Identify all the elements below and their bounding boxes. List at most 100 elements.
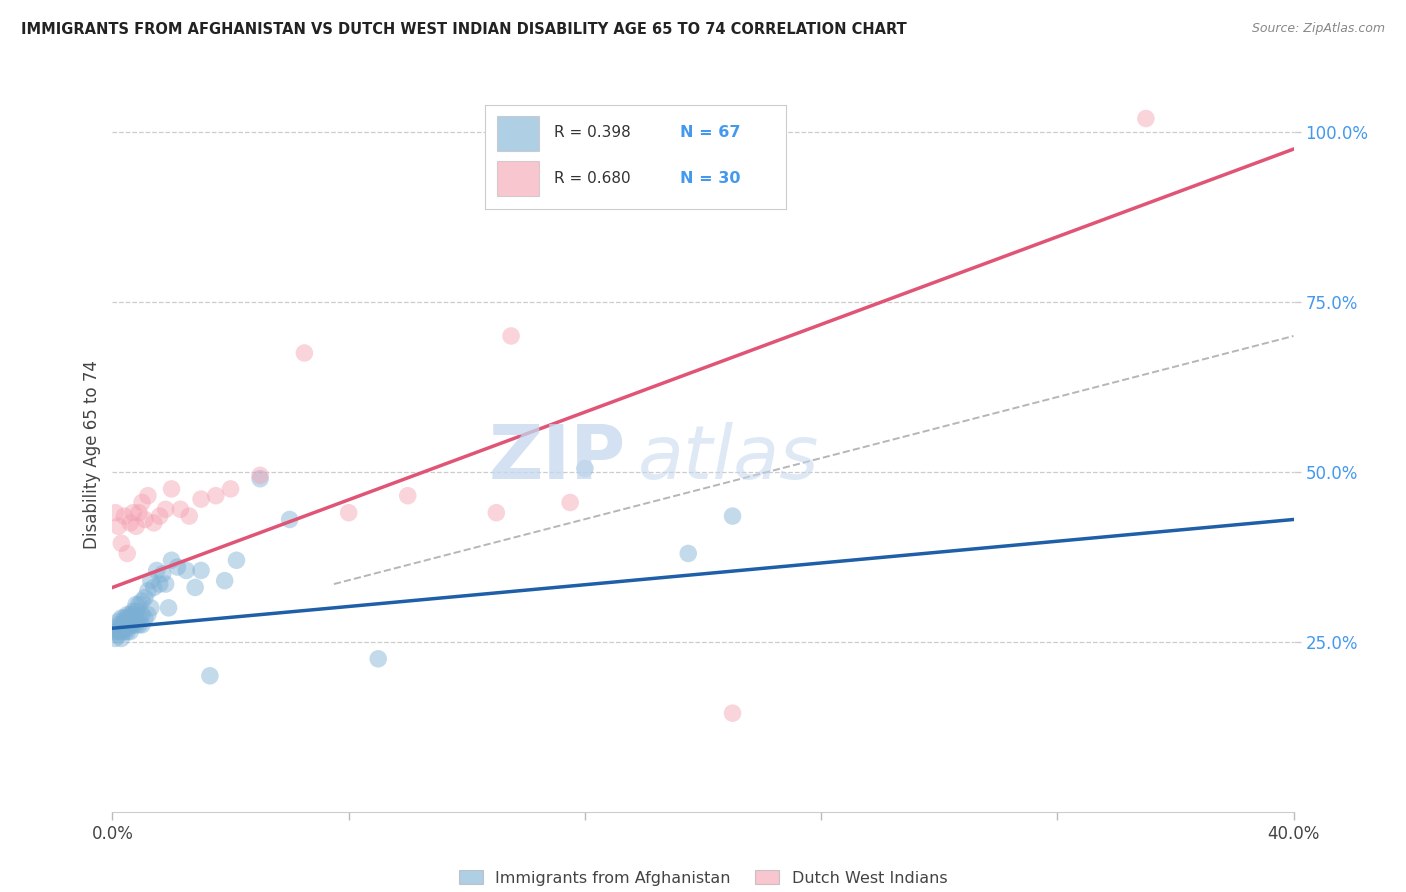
Point xyxy=(721,706,744,721)
Point xyxy=(278,512,301,526)
Point xyxy=(205,489,228,503)
Point xyxy=(174,564,197,578)
Point xyxy=(117,624,138,639)
Point xyxy=(198,669,221,683)
Point xyxy=(128,598,150,612)
Point xyxy=(110,621,132,635)
Point xyxy=(214,574,236,588)
Point xyxy=(131,594,153,608)
Point xyxy=(112,611,135,625)
Point xyxy=(166,560,188,574)
Point xyxy=(249,472,271,486)
Point xyxy=(107,615,129,629)
Point xyxy=(160,482,183,496)
Point xyxy=(125,617,148,632)
Point xyxy=(367,652,389,666)
Point xyxy=(136,583,159,598)
Point xyxy=(155,577,177,591)
Point xyxy=(110,611,132,625)
Point xyxy=(134,611,156,625)
Point xyxy=(122,617,145,632)
Point xyxy=(120,607,142,622)
Point xyxy=(107,624,129,639)
Point xyxy=(120,516,142,530)
Point xyxy=(117,607,138,622)
Point xyxy=(128,611,150,625)
Point xyxy=(104,624,127,639)
Point xyxy=(120,611,142,625)
Y-axis label: Disability Age 65 to 74: Disability Age 65 to 74 xyxy=(83,360,101,549)
Point xyxy=(136,607,159,622)
Point xyxy=(110,617,132,632)
Point xyxy=(134,512,156,526)
Point xyxy=(139,574,162,588)
Point xyxy=(122,506,145,520)
Point xyxy=(721,509,744,524)
Text: IMMIGRANTS FROM AFGHANISTAN VS DUTCH WEST INDIAN DISABILITY AGE 65 TO 74 CORRELA: IMMIGRANTS FROM AFGHANISTAN VS DUTCH WES… xyxy=(21,22,907,37)
Point xyxy=(485,506,508,520)
Point xyxy=(152,566,174,581)
Legend: Immigrants from Afghanistan, Dutch West Indians: Immigrants from Afghanistan, Dutch West … xyxy=(458,871,948,886)
Point xyxy=(131,617,153,632)
Point xyxy=(120,617,142,632)
Text: ZIP: ZIP xyxy=(489,422,626,495)
Point xyxy=(122,604,145,618)
Point xyxy=(110,624,132,639)
Point xyxy=(112,621,135,635)
Point xyxy=(110,632,132,646)
Point xyxy=(160,553,183,567)
Point xyxy=(117,615,138,629)
Point xyxy=(125,598,148,612)
Point xyxy=(190,492,212,507)
Point xyxy=(249,468,271,483)
Point xyxy=(292,346,315,360)
Point xyxy=(117,546,138,560)
Point xyxy=(128,506,150,520)
Point xyxy=(122,607,145,622)
Point xyxy=(396,489,419,503)
Point xyxy=(128,617,150,632)
Point xyxy=(131,495,153,509)
Point xyxy=(112,509,135,524)
Point xyxy=(184,581,207,595)
Text: Source: ZipAtlas.com: Source: ZipAtlas.com xyxy=(1251,22,1385,36)
Point xyxy=(558,495,582,509)
Point xyxy=(501,329,523,343)
Point xyxy=(134,591,156,605)
Point xyxy=(179,509,201,524)
Point xyxy=(169,502,191,516)
Point xyxy=(337,506,360,520)
Point xyxy=(136,489,159,503)
Point xyxy=(112,624,135,639)
Point xyxy=(120,624,142,639)
Point xyxy=(112,615,135,629)
Point xyxy=(155,502,177,516)
Point xyxy=(125,604,148,618)
Point xyxy=(110,536,132,550)
Point xyxy=(146,564,169,578)
Point xyxy=(157,600,180,615)
Text: atlas: atlas xyxy=(638,423,820,494)
Point xyxy=(117,611,138,625)
Point xyxy=(219,482,242,496)
Point xyxy=(574,461,596,475)
Point xyxy=(190,564,212,578)
Point xyxy=(107,519,129,533)
Point xyxy=(142,581,165,595)
Point xyxy=(678,546,700,560)
Point xyxy=(104,632,127,646)
Point xyxy=(107,628,129,642)
Point xyxy=(1135,112,1157,126)
Point xyxy=(107,617,129,632)
Point xyxy=(112,617,135,632)
Point xyxy=(104,621,127,635)
Point xyxy=(149,577,172,591)
Point xyxy=(125,611,148,625)
Point xyxy=(122,615,145,629)
Point xyxy=(139,600,162,615)
Point xyxy=(142,516,165,530)
Point xyxy=(125,519,148,533)
Point xyxy=(117,621,138,635)
Point xyxy=(225,553,247,567)
Point xyxy=(149,509,172,524)
